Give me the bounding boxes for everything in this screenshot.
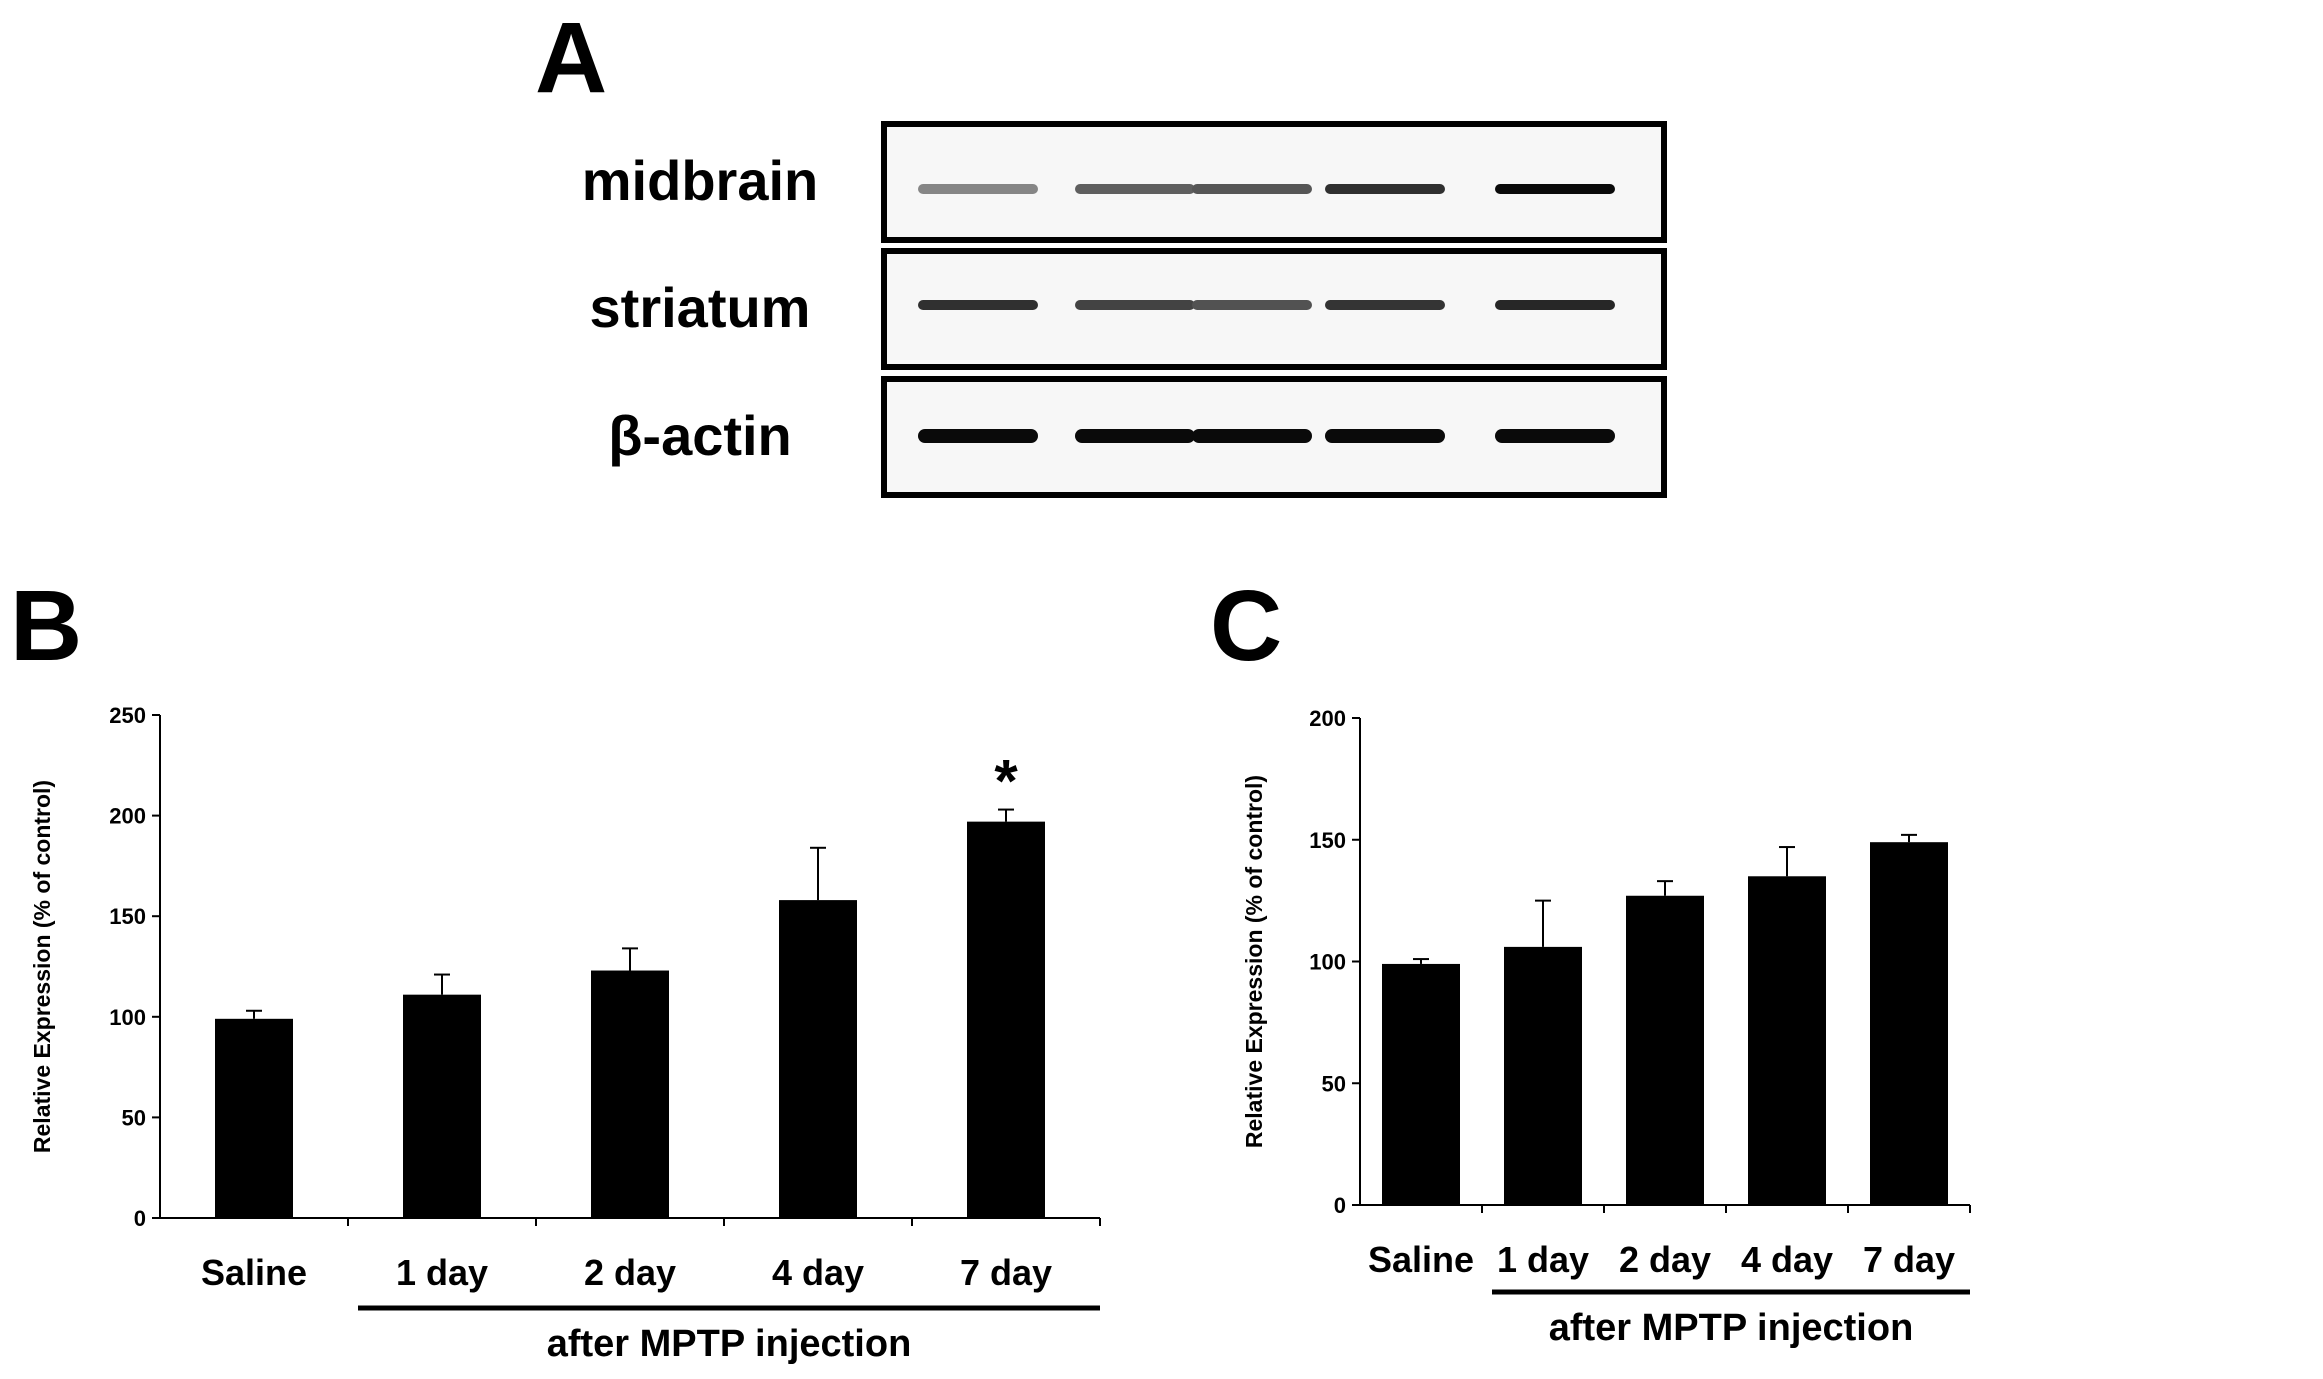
bar [967,821,1045,1218]
blot-row-label: β-actin [608,404,792,467]
blot-band [1325,184,1445,194]
blot-row-label: striatum [590,276,811,339]
panel-a-letter: A [535,2,607,114]
y-tick-label: 100 [1309,950,1346,975]
blot-band [1325,429,1445,443]
blot-band [1192,184,1312,194]
group-label: after MPTP injection [1549,1307,1914,1349]
group-label: after MPTP injection [547,1323,912,1365]
bar [1870,842,1948,1205]
y-tick-label: 150 [109,904,146,929]
blot-band [1495,429,1615,443]
category-label: 4 day [772,1252,864,1293]
significance-mark: * [994,748,1018,815]
category-label: 2 day [1619,1239,1711,1280]
y-tick-label: 200 [1309,706,1346,731]
bar [403,994,481,1218]
bar [591,970,669,1218]
category-label: 7 day [960,1252,1052,1293]
blot-band [918,184,1038,194]
category-label: 4 day [1741,1239,1833,1280]
chart-b: 0 50 100 150 200 250 Relative Expression (% of… [29,703,1101,1365]
category-label: Saline [1368,1239,1474,1280]
blot-band [918,300,1038,310]
bar [1748,876,1826,1205]
chart-c: 0 50 100 150 200 Relative Expression (% of co… [1241,706,1971,1349]
category-label: Saline [201,1252,307,1293]
y-axis-title: Relative Expression (% of control) [1241,775,1267,1148]
y-tick-label: 100 [109,1005,146,1030]
panel-c-letter: C [1210,570,1282,682]
category-label: 1 day [396,1252,488,1293]
y-tick-label: 250 [109,703,146,728]
blot-band [1495,300,1615,310]
bar [215,1018,293,1218]
blot-band [1325,300,1445,310]
blot-band [1495,184,1615,194]
blot-band [1192,429,1312,443]
category-label: 1 day [1497,1239,1589,1280]
blot-band [918,429,1038,443]
bar [1382,963,1460,1205]
blot-band [1075,429,1195,443]
y-tick-label: 0 [134,1206,146,1231]
blot-band [1075,300,1195,310]
bar [1626,895,1704,1205]
y-tick-label: 50 [122,1105,146,1130]
bar [1504,946,1582,1205]
blot-frame [881,121,1667,243]
y-tick-label: 200 [109,804,146,829]
y-tick-label: 50 [1322,1071,1346,1096]
blot-row-label: midbrain [582,149,818,212]
blot-band [1075,184,1195,194]
y-tick-label: 0 [1334,1193,1346,1218]
bar [779,900,857,1218]
y-axis-title: Relative Expression (% of control) [29,780,55,1153]
category-label: 2 day [584,1252,676,1293]
blot-band [1192,300,1312,310]
y-tick-label: 150 [1309,828,1346,853]
category-label: 7 day [1863,1239,1955,1280]
western-blot: midbrain striatum β-actin [582,121,1667,498]
panel-b-letter: B [10,570,82,682]
